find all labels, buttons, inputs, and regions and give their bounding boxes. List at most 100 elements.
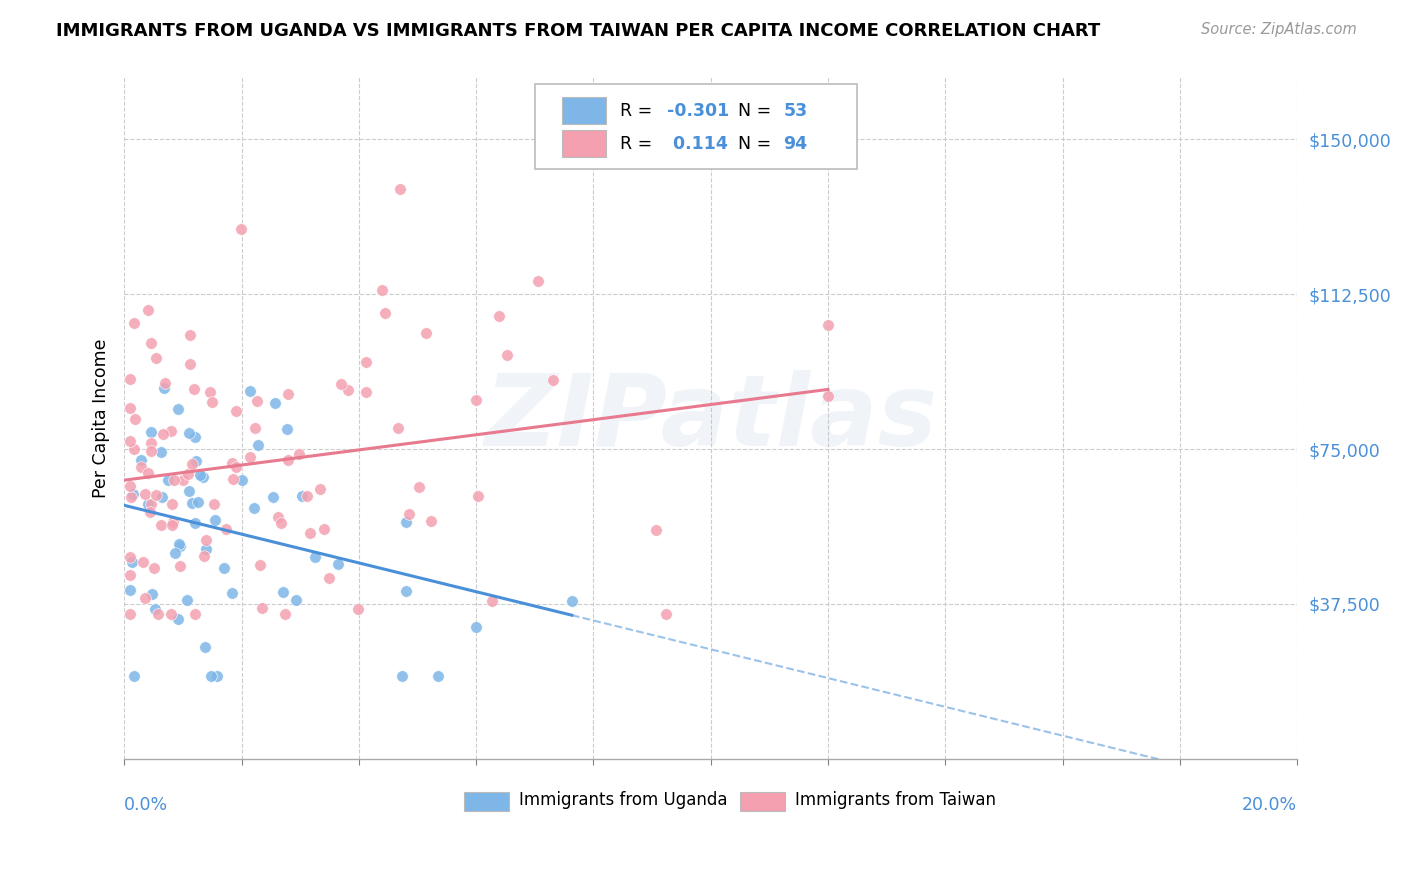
Point <box>374 305 396 319</box>
Point <box>467 489 489 503</box>
Point <box>186 454 208 468</box>
Point <box>299 526 322 541</box>
Point <box>184 607 207 622</box>
Text: N =: N = <box>738 135 770 153</box>
Text: IMMIGRANTS FROM UGANDA VS IMMIGRANTS FROM TAIWAN PER CAPITA INCOME CORRELATION C: IMMIGRANTS FROM UGANDA VS IMMIGRANTS FRO… <box>56 22 1101 40</box>
Point <box>354 355 377 369</box>
Point <box>225 459 247 474</box>
FancyBboxPatch shape <box>464 792 509 811</box>
Point <box>121 554 143 568</box>
Point <box>395 584 418 599</box>
Point <box>202 497 225 511</box>
Point <box>124 412 146 426</box>
Point <box>120 372 142 386</box>
Point <box>427 669 450 683</box>
Point <box>246 393 269 408</box>
Point <box>249 558 271 573</box>
Point <box>179 483 201 498</box>
Point <box>347 602 370 616</box>
Point <box>180 496 202 510</box>
Point <box>142 561 165 575</box>
Point <box>134 591 156 605</box>
Point <box>243 501 266 516</box>
Point <box>304 550 326 565</box>
Point <box>221 586 243 600</box>
Point <box>200 669 222 683</box>
Point <box>326 557 349 571</box>
Point <box>239 450 262 464</box>
Point <box>120 583 142 598</box>
Point <box>141 586 163 600</box>
Point <box>204 513 226 527</box>
Point <box>183 382 205 396</box>
Point <box>187 495 209 509</box>
Point <box>180 457 202 471</box>
Point <box>193 549 215 563</box>
Point <box>139 444 162 458</box>
Point <box>329 376 352 391</box>
Point <box>120 479 142 493</box>
Point <box>250 601 273 615</box>
FancyBboxPatch shape <box>562 97 606 125</box>
Point <box>129 460 152 475</box>
Point <box>176 593 198 607</box>
Point <box>139 425 162 439</box>
Point <box>157 473 180 487</box>
Text: 0.114: 0.114 <box>668 135 728 153</box>
Text: -0.301: -0.301 <box>668 102 730 120</box>
Point <box>817 389 839 403</box>
Point <box>120 490 142 504</box>
Point <box>132 555 155 569</box>
Point <box>314 522 336 536</box>
Point <box>141 498 163 512</box>
Point <box>136 303 159 318</box>
Point <box>415 326 437 340</box>
Text: Immigrants from Uganda: Immigrants from Uganda <box>519 790 728 809</box>
Point <box>387 421 409 435</box>
Point <box>136 497 159 511</box>
Point <box>179 327 201 342</box>
Point <box>212 561 235 575</box>
Point <box>172 473 194 487</box>
Y-axis label: Per Capita Income: Per Capita Income <box>93 338 110 498</box>
Point <box>169 558 191 573</box>
Point <box>291 489 314 503</box>
Point <box>225 404 247 418</box>
Point <box>166 402 188 417</box>
FancyBboxPatch shape <box>534 84 858 169</box>
Point <box>194 541 217 556</box>
Point <box>273 607 295 622</box>
Point <box>488 309 510 323</box>
Point <box>153 381 176 395</box>
Point <box>243 420 266 434</box>
Point <box>150 490 173 504</box>
Point <box>420 514 443 528</box>
Point <box>122 316 145 330</box>
Point <box>146 607 169 622</box>
Point <box>120 550 142 565</box>
Point <box>394 515 416 529</box>
Point <box>139 505 162 519</box>
Point <box>194 640 217 654</box>
Text: R =: R = <box>620 102 652 120</box>
Point <box>398 508 420 522</box>
Text: 20.0%: 20.0% <box>1241 797 1298 814</box>
Point <box>136 466 159 480</box>
Point <box>246 437 269 451</box>
Point <box>408 480 430 494</box>
Point <box>222 472 245 486</box>
Text: 53: 53 <box>783 102 807 120</box>
Point <box>207 669 229 683</box>
Point <box>160 497 183 511</box>
Point <box>177 467 200 481</box>
Point <box>465 393 488 408</box>
Point <box>655 607 678 622</box>
FancyBboxPatch shape <box>562 130 606 157</box>
Point <box>184 430 207 444</box>
Text: Immigrants from Taiwan: Immigrants from Taiwan <box>796 790 995 809</box>
Point <box>336 383 359 397</box>
Point <box>527 274 550 288</box>
Point <box>194 533 217 547</box>
Point <box>354 384 377 399</box>
Point <box>391 669 413 683</box>
